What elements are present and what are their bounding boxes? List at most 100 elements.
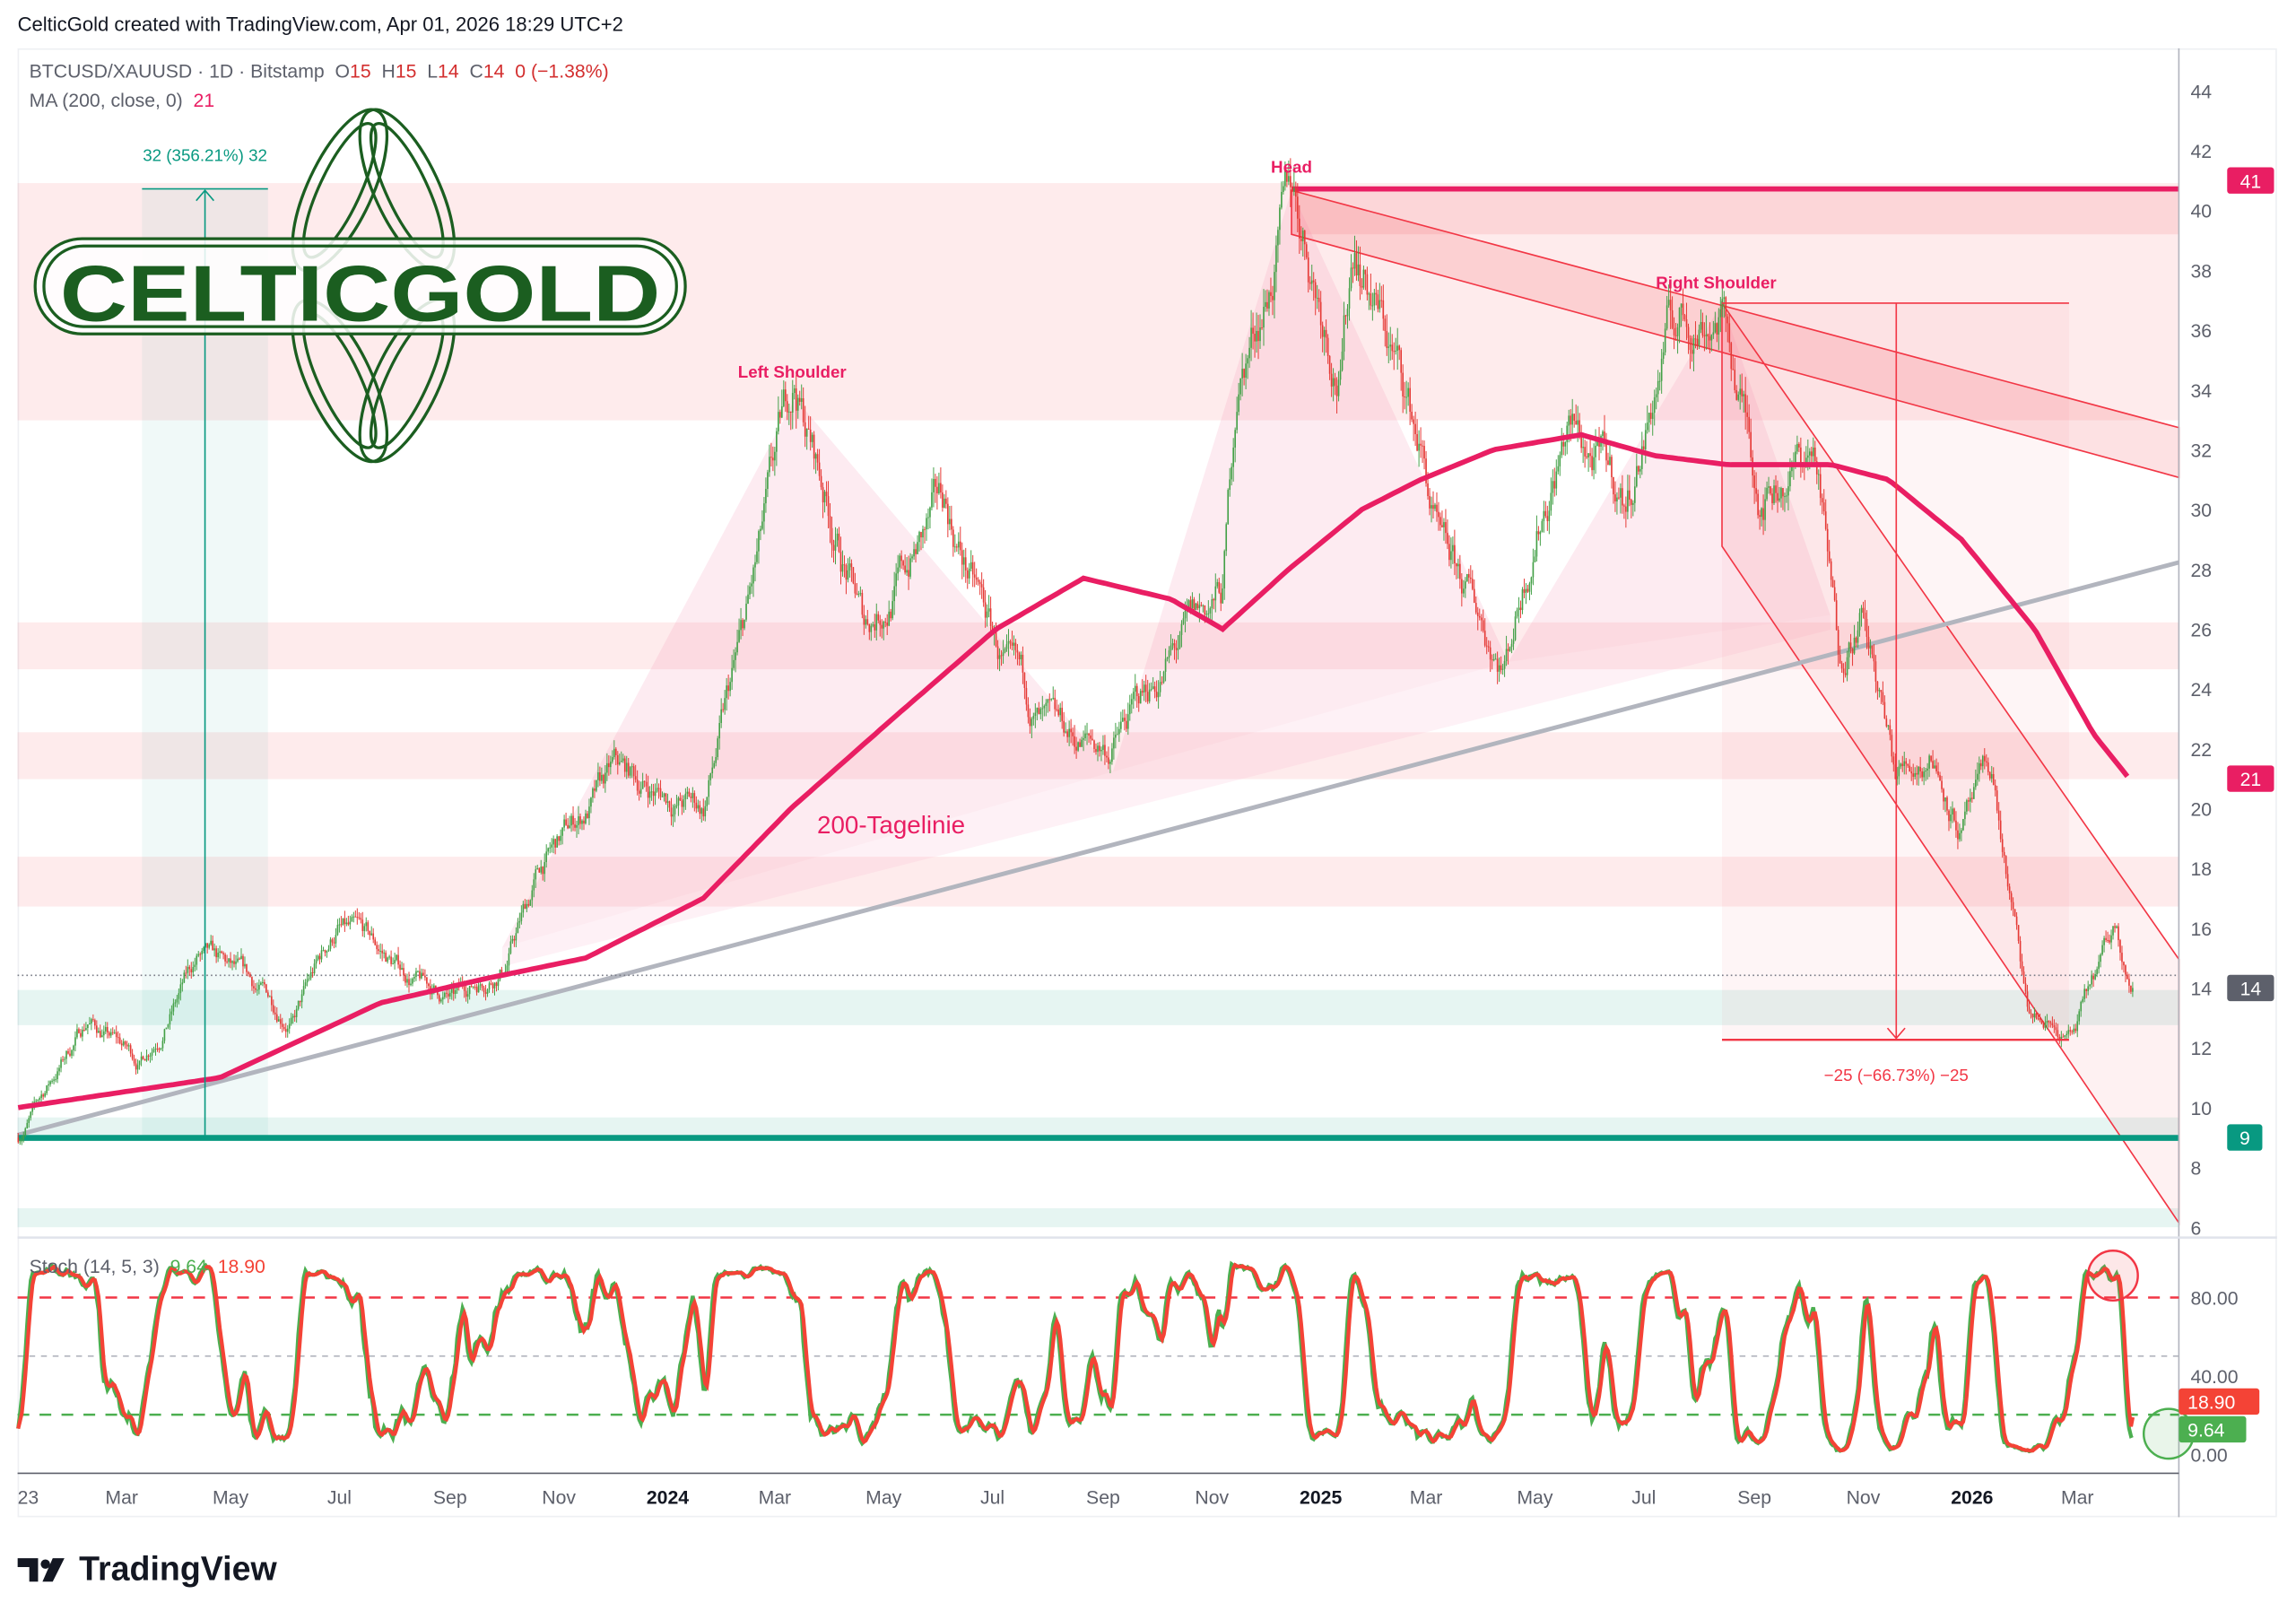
- candle: [197, 951, 200, 958]
- candle: [944, 493, 945, 509]
- candle: [1113, 731, 1115, 760]
- candle: [1337, 370, 1340, 402]
- candle: [1081, 736, 1083, 747]
- candle: [1496, 651, 1499, 684]
- price-axis: 44 42 40 38 36 34 32 30 28 26 24 22 20 18 16 14 12 10 8 6: [2190, 82, 2212, 1239]
- candle: [106, 1022, 109, 1039]
- time-axis: 23 Mar May Jul Sep Nov 2024 Mar May Jul Sep Nov 2025…: [18, 1488, 2094, 1509]
- candle: [1607, 452, 1609, 466]
- candle: [760, 525, 761, 541]
- candle: [1669, 282, 1672, 329]
- support-zone-6: [17, 1207, 2179, 1228]
- candle: [295, 1005, 298, 1023]
- candle: [235, 954, 237, 971]
- candle: [1134, 674, 1136, 701]
- candle: [246, 963, 248, 976]
- candle: [729, 677, 731, 697]
- candle: [1665, 295, 1668, 331]
- candle: [733, 649, 735, 671]
- candle: [652, 783, 655, 806]
- candle: [540, 859, 543, 875]
- candle: [1979, 759, 1982, 771]
- candle: [302, 980, 305, 997]
- candle: [1903, 751, 1906, 775]
- candle: [1362, 266, 1365, 290]
- candle: [1448, 535, 1450, 567]
- candle: [1609, 445, 1611, 466]
- candle: [654, 783, 657, 806]
- candle: [1148, 683, 1151, 704]
- candle: [632, 763, 635, 786]
- candle: [283, 1023, 285, 1032]
- candle: [1707, 333, 1709, 349]
- candle: [2049, 1020, 2052, 1028]
- candle: [317, 954, 319, 962]
- candle: [1673, 317, 1675, 350]
- candle: [1996, 785, 1998, 814]
- candle: [156, 1042, 159, 1052]
- candle: [1218, 578, 1221, 595]
- candle: [1830, 558, 1832, 588]
- candle: [1812, 437, 1814, 466]
- candle: [2083, 984, 2086, 1003]
- candle: [1161, 675, 1163, 685]
- candle: [625, 755, 628, 780]
- measure-down-box: [1721, 302, 2069, 1041]
- candle: [208, 943, 210, 950]
- candle: [1559, 451, 1561, 476]
- candle: [807, 415, 810, 430]
- candle: [1443, 518, 1445, 541]
- candle: [1011, 631, 1013, 651]
- candle: [1625, 496, 1627, 528]
- candle: [702, 798, 705, 821]
- candle: [1093, 739, 1095, 753]
- tradingview-footer[interactable]: TradingView: [17, 1549, 277, 1589]
- symbol-label: BTCUSD/XAUUSD · 1D · Bitstamp: [29, 59, 325, 83]
- candle: [1405, 380, 1407, 414]
- ma-legend[interactable]: MA (200, close, 0) 21: [29, 89, 215, 112]
- candle: [270, 989, 273, 1012]
- candle: [2091, 970, 2092, 989]
- candle: [1600, 434, 1602, 454]
- candle: [636, 770, 639, 796]
- candle: [1629, 475, 1631, 507]
- candle: [1700, 309, 1702, 334]
- candle: [1885, 715, 1888, 728]
- head-zone: [1292, 188, 2179, 235]
- candle: [1316, 284, 1318, 309]
- candle: [1539, 530, 1542, 546]
- candle: [1771, 488, 1773, 510]
- candle: [1691, 335, 1693, 362]
- candle: [1083, 730, 1084, 752]
- candle: [1634, 476, 1636, 512]
- candle: [781, 389, 783, 419]
- candle: [1352, 262, 1354, 283]
- candle: [1644, 422, 1647, 464]
- candle: [338, 918, 341, 933]
- candle: [1395, 337, 1397, 355]
- candle: [73, 1044, 74, 1057]
- candle: [1514, 611, 1517, 641]
- candle: [802, 387, 804, 427]
- stoch-legend[interactable]: Stoch (14, 5, 3) 9.64 18.90: [29, 1255, 265, 1277]
- candle: [1047, 699, 1049, 713]
- candle: [161, 1037, 164, 1052]
- candle: [1274, 264, 1275, 318]
- candle: [1815, 457, 1818, 484]
- candle: [244, 956, 246, 969]
- candle: [331, 937, 334, 946]
- candle: [945, 490, 947, 509]
- candle: [706, 797, 709, 812]
- candle: [683, 795, 685, 814]
- candle: [1090, 729, 1091, 745]
- candle: [1102, 735, 1104, 755]
- symbol-legend[interactable]: BTCUSD/XAUUSD · 1D · Bitstamp O15 H15 L1…: [29, 59, 609, 83]
- candle: [1256, 312, 1257, 353]
- candle: [1530, 576, 1533, 595]
- candle: [517, 918, 519, 934]
- candle: [2055, 1022, 2057, 1036]
- candle: [938, 472, 940, 495]
- candle: [1111, 743, 1113, 765]
- candle: [786, 394, 788, 421]
